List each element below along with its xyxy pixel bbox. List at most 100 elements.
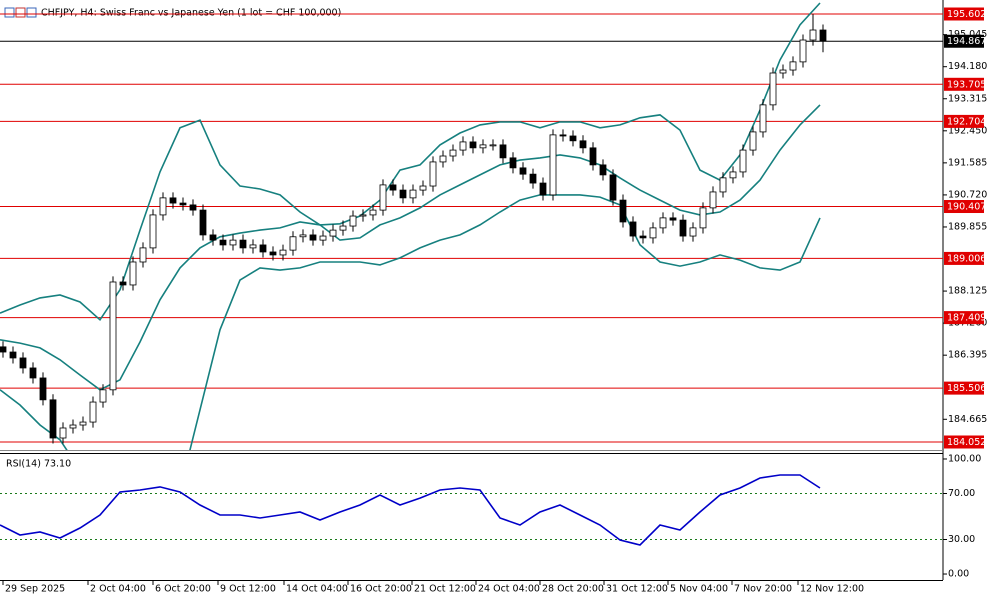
band-upper [0,2,821,322]
candle-body [479,144,487,149]
candle-body [339,225,347,231]
candle-body [639,235,647,239]
candle-body [99,389,107,403]
level-label-box [944,200,984,214]
level-label: 187.409 [947,313,986,324]
candle-body [309,234,317,241]
candle-body [39,377,47,401]
candle-body [489,144,497,147]
x-tick-label: 29 Sep 2025 [5,584,65,595]
x-tick-label: 14 Oct 04:00 [286,584,348,595]
candle-body [599,164,607,176]
candle-body [289,236,297,251]
candle-body [719,177,727,193]
candle-body [149,214,157,249]
candle-body [509,157,517,169]
candle-body [399,189,407,199]
x-tick-label: 6 Oct 20:00 [155,584,211,595]
candle-body [389,184,397,191]
candle-body [259,244,267,253]
level-label: 184.052 [947,437,986,448]
candle-body [89,401,97,423]
candle-body [119,281,127,286]
candle-body [369,209,377,216]
level-label: 185.506 [947,383,986,394]
candle-body [519,167,527,175]
candle-body [789,61,797,71]
level-label-box [944,251,984,265]
candle-body [139,247,147,263]
candle-body [379,184,387,211]
y-tick-label: 191.585 [948,157,987,168]
candle-body [769,72,777,106]
candle-body [359,214,367,217]
chart-title: CHFJPY, H4: Swiss Franc vs Japanese Yen … [41,8,341,19]
candle-body [579,140,587,149]
candle-body [819,29,827,42]
rsi-line [0,474,821,546]
y-tick-label: 186.395 [948,350,987,361]
candle-body [19,357,27,369]
candle-body [439,155,447,163]
candle-body [619,199,627,223]
level-label-box [944,435,984,449]
candle-body [169,197,177,204]
candle-body [459,141,467,151]
candle-body [279,249,287,256]
x-tick-label: 31 Oct 12:00 [606,584,668,595]
candle-body [749,131,757,151]
y-tick-label: 195.045 [948,29,987,40]
candle-body [569,135,577,142]
level-label: 195.602 [947,9,986,20]
icon [26,7,37,18]
candle-body [469,141,477,149]
candle-body [349,215,357,227]
candle-body [629,221,637,237]
candle-body [209,234,217,241]
candle-body [409,189,417,199]
candle-body [679,219,687,237]
candle-body [319,235,327,241]
toolbar-icons [4,7,37,18]
candle-body [799,39,807,63]
current-price-label: 194.867 [947,36,986,47]
y-tick-label: 184.665 [948,414,987,425]
candle-body [649,227,657,239]
candle-body [79,421,87,426]
y-tick-label: 188.125 [948,286,987,297]
y-tick-label: 190.720 [948,189,987,200]
y-tick-label: 189.855 [948,221,987,232]
candle-body [299,234,307,238]
level-label: 193.705 [947,79,986,90]
level-label-box [944,7,984,21]
y-tick-label: 193.315 [948,93,987,104]
candle-body [179,202,187,206]
candle-body [269,251,277,256]
candle-body [49,399,57,439]
candle-body [239,239,247,249]
candle-body [559,134,567,137]
level-label: 189.006 [947,253,986,264]
candle-body [529,173,537,184]
band-middle [0,104,821,391]
x-tick-label: 7 Nov 20:00 [734,584,792,595]
current-price-box [944,34,984,48]
x-tick-label: 5 Nov 04:00 [670,584,728,595]
candle-body [759,104,767,133]
candle-body [809,29,817,41]
candle-body [0,346,7,353]
icon [4,7,15,18]
rsi-tick-label: 30.00 [948,534,975,545]
rsi-title: RSI(14) 73.10 [6,459,71,470]
y-tick-label: 194.180 [948,61,987,72]
candle-body [9,351,17,359]
x-tick-label: 2 Oct 04:00 [90,584,146,595]
level-label-box [944,311,984,325]
level-label-box [944,77,984,91]
candle-body [549,134,557,196]
candle-body [69,424,77,429]
candle-body [669,217,677,221]
candle-body [429,161,437,187]
